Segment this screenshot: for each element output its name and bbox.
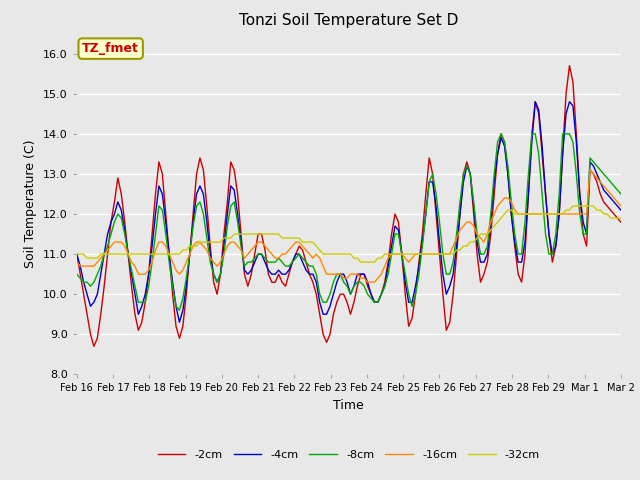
-8cm xyxy=(596,167,604,173)
-16cm xyxy=(521,211,529,217)
-16cm xyxy=(73,259,81,265)
-32cm xyxy=(227,235,235,241)
-32cm xyxy=(73,251,81,257)
-32cm xyxy=(617,215,625,221)
-16cm xyxy=(617,203,625,209)
-2cm xyxy=(90,344,98,349)
-4cm xyxy=(175,319,183,325)
-2cm xyxy=(73,251,81,257)
-8cm xyxy=(617,191,625,197)
-4cm xyxy=(73,251,81,257)
-16cm xyxy=(429,251,436,257)
-16cm xyxy=(586,167,594,173)
Line: -2cm: -2cm xyxy=(77,66,621,347)
-16cm xyxy=(364,279,371,285)
-2cm xyxy=(566,63,573,69)
-2cm xyxy=(186,251,193,257)
-2cm xyxy=(596,191,604,197)
-2cm xyxy=(230,167,238,173)
-8cm xyxy=(429,171,436,177)
Title: Tonzi Soil Temperature Set D: Tonzi Soil Temperature Set D xyxy=(239,13,458,28)
-8cm xyxy=(230,199,238,205)
-8cm xyxy=(378,291,385,297)
-32cm xyxy=(357,259,365,265)
-32cm xyxy=(569,203,577,209)
Legend: -2cm, -4cm, -8cm, -16cm, -32cm: -2cm, -4cm, -8cm, -16cm, -32cm xyxy=(153,445,545,464)
-4cm xyxy=(617,207,625,213)
-4cm xyxy=(596,179,604,185)
-2cm xyxy=(378,291,385,297)
-4cm xyxy=(521,239,529,245)
-4cm xyxy=(186,251,193,257)
-2cm xyxy=(521,251,529,257)
-16cm xyxy=(227,239,235,245)
-16cm xyxy=(378,271,385,277)
-32cm xyxy=(596,207,604,213)
Y-axis label: Soil Temperature (C): Soil Temperature (C) xyxy=(24,140,38,268)
Line: -4cm: -4cm xyxy=(77,102,621,322)
-8cm xyxy=(73,271,81,277)
-8cm xyxy=(175,307,183,313)
X-axis label: Time: Time xyxy=(333,399,364,412)
Line: -16cm: -16cm xyxy=(77,170,621,282)
Line: -8cm: -8cm xyxy=(77,134,621,310)
-32cm xyxy=(378,255,385,261)
-2cm xyxy=(617,219,625,225)
-8cm xyxy=(497,131,505,137)
-8cm xyxy=(525,171,532,177)
-32cm xyxy=(429,251,436,257)
-4cm xyxy=(531,99,539,105)
-32cm xyxy=(182,247,190,253)
Line: -32cm: -32cm xyxy=(77,206,621,262)
-2cm xyxy=(429,171,436,177)
-8cm xyxy=(186,251,193,257)
-16cm xyxy=(182,259,190,265)
Text: TZ_fmet: TZ_fmet xyxy=(82,42,139,55)
-4cm xyxy=(429,179,436,185)
-4cm xyxy=(230,187,238,193)
-4cm xyxy=(378,291,385,297)
-16cm xyxy=(596,179,604,185)
-32cm xyxy=(521,211,529,217)
